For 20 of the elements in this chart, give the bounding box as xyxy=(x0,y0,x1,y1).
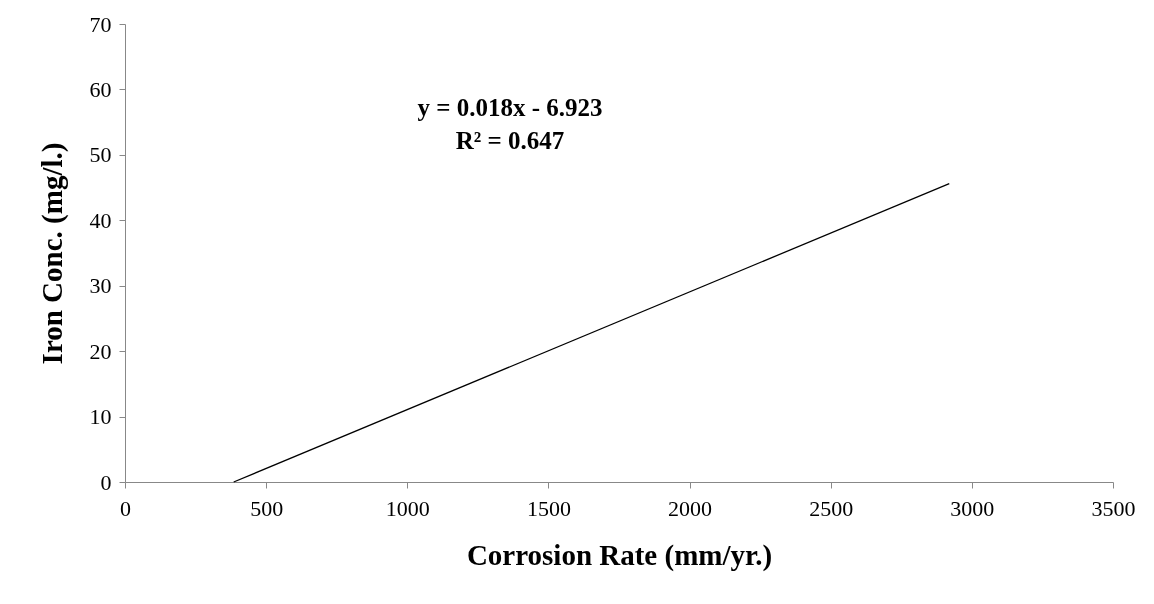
x-tick-label: 1000 xyxy=(385,495,430,521)
y-tick-label: 30 xyxy=(89,273,112,299)
x-axis-title: Corrosion Rate (mm/yr.) xyxy=(466,538,773,572)
annotation: y = 0.018x - 6.923 xyxy=(417,94,603,121)
y-tick-label: 20 xyxy=(89,338,112,364)
y-tick-label: 40 xyxy=(89,207,112,233)
y-tick-label: 50 xyxy=(89,142,112,168)
y-axis-title: Iron Conc. (mg/l.) xyxy=(35,142,69,365)
x-tick-label: 2500 xyxy=(809,495,854,521)
x-tick-label: 0 xyxy=(120,495,131,521)
x-tick-label: 1500 xyxy=(526,495,571,521)
x-tick-label: 3500 xyxy=(1091,495,1136,521)
y-tick-label: 70 xyxy=(89,11,112,37)
x-tick-label: 500 xyxy=(250,495,284,521)
x-tick-label: 3000 xyxy=(950,495,995,521)
y-tick-label: 10 xyxy=(89,404,112,430)
y-tick-label: 60 xyxy=(89,76,112,102)
x-tick-label: 2000 xyxy=(668,495,713,521)
annotation: R² = 0.647 xyxy=(455,127,565,154)
y-tick-label: 0 xyxy=(100,469,112,495)
